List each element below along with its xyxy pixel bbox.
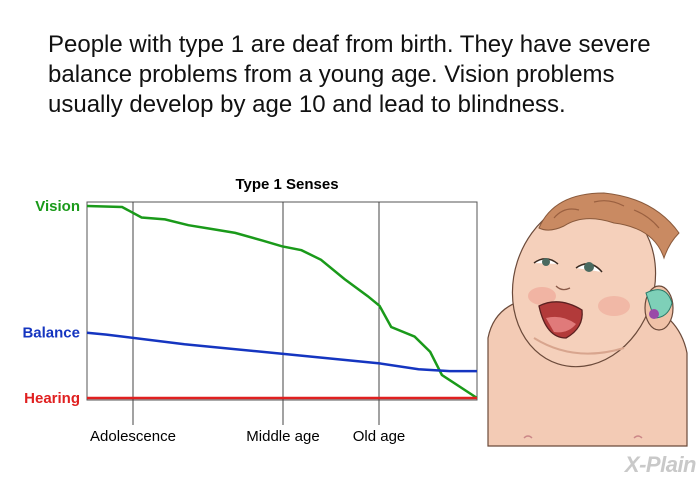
vision-label: Vision (35, 198, 80, 215)
balance-label: Balance (22, 325, 80, 342)
stage-label: Middle age (246, 428, 319, 445)
plot-frame (86, 201, 478, 401)
vision-line (86, 204, 478, 400)
chart-title: Type 1 Senses (235, 176, 338, 193)
intro-text: People with type 1 are deaf from birth. … (48, 31, 651, 118)
balance-line (86, 331, 477, 373)
stage-label: Adolescence (90, 428, 176, 445)
senses-chart: Type 1 Senses Vision Balance Hearing Adole… (22, 176, 478, 445)
xplain-watermark: X-Plain (624, 452, 697, 477)
stage-label: Old age (353, 428, 406, 445)
baby-illustration (487, 192, 688, 447)
hearing-label: Hearing (24, 390, 80, 407)
